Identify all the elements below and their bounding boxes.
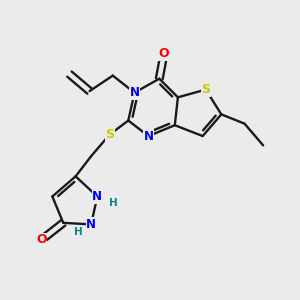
Text: H: H — [74, 227, 82, 237]
Text: H: H — [109, 198, 118, 208]
Text: S: S — [105, 128, 114, 141]
Text: O: O — [159, 47, 169, 60]
Text: N: N — [130, 86, 140, 99]
Text: N: N — [92, 190, 102, 203]
Text: N: N — [86, 218, 96, 231]
Text: N: N — [143, 130, 154, 142]
Text: S: S — [201, 83, 210, 96]
Text: O: O — [36, 233, 47, 246]
